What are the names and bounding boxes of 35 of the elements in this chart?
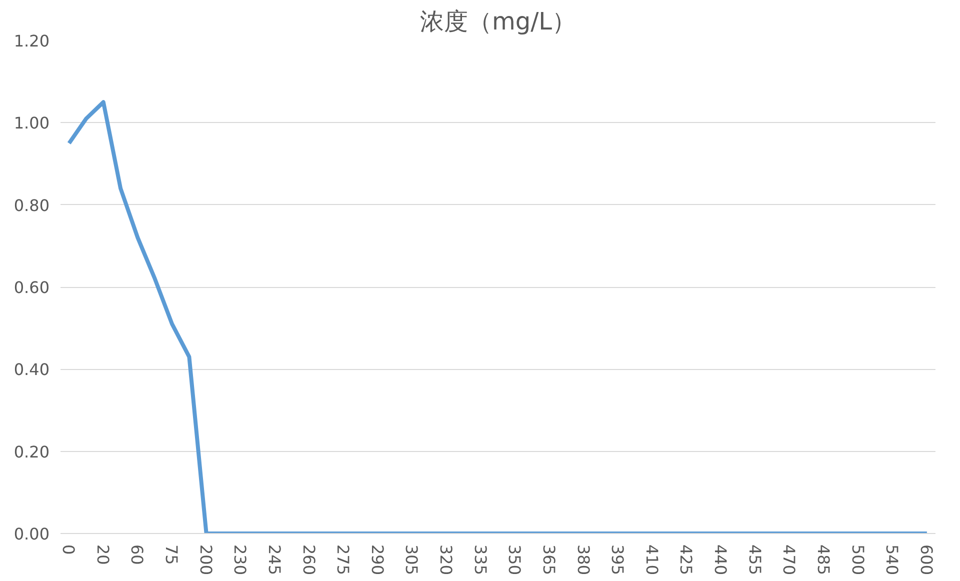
- x-tick-label: 245: [264, 544, 284, 576]
- line-series: [67, 100, 929, 534]
- x-tick-label: 320: [436, 544, 456, 576]
- x-tick-label: 410: [642, 544, 662, 576]
- y-tick-label: 1.00: [14, 114, 50, 133]
- x-tick-label: 455: [745, 544, 764, 576]
- y-tick-label: 0.20: [14, 442, 50, 462]
- x-tick-label: 425: [676, 544, 696, 576]
- x-tick-label: 260: [299, 544, 318, 576]
- x-tick-label: 350: [505, 544, 524, 576]
- y-tick-label: 0.40: [14, 360, 50, 380]
- x-tick-label: 75: [162, 544, 182, 565]
- x-tick-label: 230: [230, 544, 250, 576]
- y-tick-label: 0.00: [14, 524, 50, 544]
- x-tick-label: 485: [814, 544, 833, 576]
- x-tick-label: 470: [780, 544, 799, 576]
- x-tick-label: 275: [334, 544, 353, 576]
- y-tick-label: 1.20: [14, 32, 50, 50]
- x-tick-label: 365: [539, 544, 558, 576]
- x-tick-label: 395: [608, 544, 628, 576]
- x-tick-label: 200: [196, 544, 216, 576]
- x-tick-label: 0: [59, 544, 78, 555]
- x-tick-label: 305: [402, 544, 422, 576]
- chart-title: 浓度（mg/L）: [420, 8, 576, 36]
- x-tick-label: 500: [848, 544, 868, 576]
- y-tick-label: 0.80: [14, 196, 50, 215]
- x-tick-label: 60: [128, 544, 147, 565]
- x-tick-label: 335: [470, 544, 490, 576]
- x-tick-label: 440: [711, 544, 730, 576]
- x-tick-label: 290: [368, 544, 387, 576]
- x-tick-label: 540: [882, 544, 902, 576]
- x-tick-label: 600: [916, 544, 936, 576]
- y-tick-label: 0.60: [14, 278, 50, 297]
- x-tick-label: 20: [93, 544, 112, 565]
- x-tick-label: 380: [574, 544, 593, 576]
